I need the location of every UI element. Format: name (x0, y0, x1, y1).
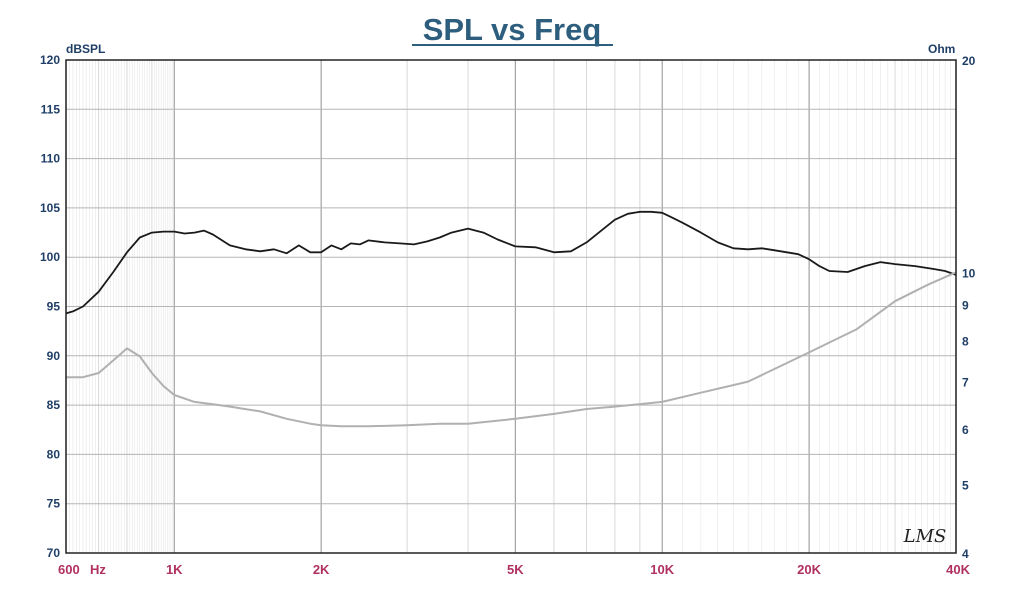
y-right-tick-label: 10 (962, 266, 976, 280)
x-tick-label: 1K (166, 562, 183, 577)
y-right-tick-label: 20 (962, 54, 976, 68)
x-tick-label: 20K (797, 562, 821, 577)
y-left-tick-label: 80 (47, 447, 61, 461)
lms-watermark: LMS (903, 526, 947, 547)
x-tick-label: 10K (650, 562, 674, 577)
y-right-tick-label: 5 (962, 479, 969, 493)
y-left-tick-label: 120 (40, 53, 60, 67)
spl-line (65, 210, 957, 315)
y-left-tick-label: 95 (47, 300, 61, 314)
x-tick-label: 600 (58, 562, 80, 577)
y-right-tick-label: 4 (962, 547, 969, 561)
x-unit-label: Hz (90, 562, 106, 577)
plot-frame (65, 59, 957, 554)
y-left-tick-label: 70 (47, 546, 61, 560)
impedance-line (66, 271, 957, 428)
x-tick-label: 40K (946, 562, 970, 577)
series-layer (65, 210, 957, 428)
y-left-tick-label: 85 (47, 398, 61, 412)
y-left-axis-label: dBSPL (66, 42, 105, 56)
y-left-tick-label: 90 (47, 349, 61, 363)
y-left-tick-label: 75 (47, 497, 61, 511)
y-right-axis-label: Ohm (928, 42, 955, 56)
y-right-tick-label: 7 (962, 376, 969, 390)
x-tick-label: 2K (313, 562, 330, 577)
y-right-tick-label: 6 (962, 423, 969, 437)
y-right-tick-label: 9 (962, 299, 969, 313)
y-right-tick-label: 8 (962, 335, 969, 349)
tick-labels: 70 75 80 85 90 95 100 105 110 115 120 4 5 6 7 8 9 10 20 600… (40, 53, 976, 577)
y-left-tick-label: 115 (41, 102, 61, 116)
chart-title: SPL vs Freq (423, 12, 602, 47)
y-left-tick-label: 100 (40, 250, 60, 264)
x-tick-label: 5K (507, 562, 524, 577)
y-left-tick-label: 110 (41, 152, 61, 166)
y-left-tick-label: 105 (40, 201, 60, 215)
